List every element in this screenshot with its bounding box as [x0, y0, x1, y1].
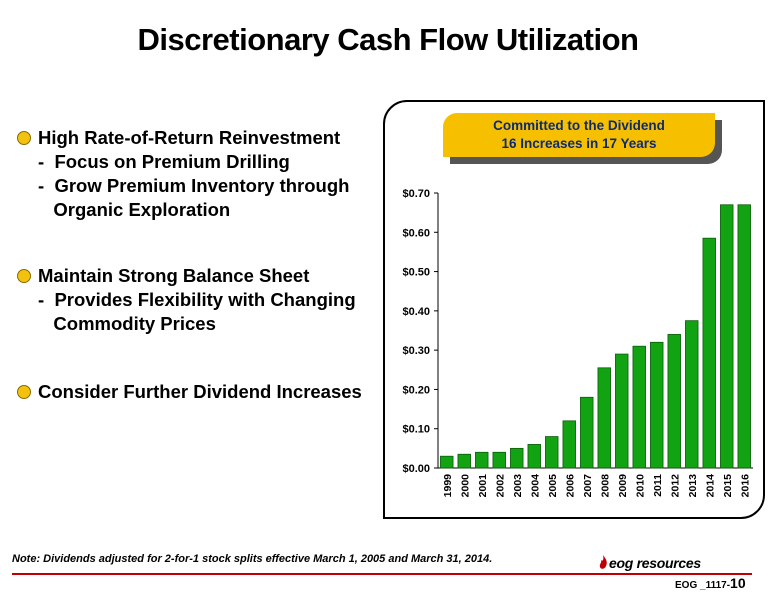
- y-tick-label: $0.60: [402, 227, 430, 239]
- y-tick-label: $0.70: [402, 188, 430, 200]
- x-tick-label: 2007: [582, 474, 594, 498]
- dividend-callout: Committed to the Dividend 16 Increases i…: [443, 113, 715, 157]
- x-tick-label: 2011: [652, 474, 664, 497]
- bullet-subitem: - Grow Premium Inventory through: [38, 175, 350, 196]
- bullet-group-dividend: Consider Further Dividend Increases: [17, 380, 382, 404]
- bullet-dot-icon: [17, 269, 31, 283]
- bullet-group-balance-sheet: Maintain Strong Balance Sheet - Provides…: [17, 264, 382, 336]
- y-tick-label: $0.30: [402, 345, 430, 357]
- bar: [440, 455, 454, 469]
- bullet-subitem: Organic Exploration: [38, 199, 231, 220]
- logo-text: eog resources: [609, 555, 701, 571]
- bar: [457, 453, 471, 469]
- x-tick-label: 2005: [547, 474, 559, 498]
- bar: [720, 204, 734, 469]
- x-tick-label: 2008: [599, 474, 611, 498]
- x-tick-label: 2015: [722, 474, 734, 498]
- y-tick-label: $0.00: [402, 463, 430, 475]
- bar: [545, 436, 559, 469]
- bar: [492, 451, 506, 469]
- callout-line-1: Committed to the Dividend: [493, 118, 665, 133]
- x-tick-label: 2014: [704, 474, 716, 498]
- bullet-group-reinvestment: High Rate-of-Return Reinvestment - Focus…: [17, 126, 382, 222]
- bar: [632, 345, 646, 469]
- flame-logo-icon: [599, 555, 607, 569]
- y-tick-label: $0.20: [402, 384, 430, 396]
- bullet-dot-icon: [17, 385, 31, 399]
- y-tick-label: $0.40: [402, 306, 430, 318]
- slide-id-number: 10: [730, 575, 746, 591]
- bullet-subitem: - Focus on Premium Drilling: [38, 151, 290, 172]
- x-tick-label: 1999: [442, 474, 454, 498]
- bar: [685, 320, 699, 469]
- bar: [580, 396, 594, 469]
- slide-id-prefix: EOG _1117-: [675, 580, 731, 591]
- footer-rule: [12, 573, 752, 575]
- footnote: Note: Dividends adjusted for 2-for-1 sto…: [12, 553, 493, 565]
- slide-number: EOG _1117-10: [675, 575, 746, 591]
- x-tick-label: 2001: [477, 474, 489, 498]
- y-tick-label: $0.50: [402, 267, 430, 279]
- x-tick-label: 2010: [634, 474, 646, 498]
- page-title: Discretionary Cash Flow Utilization: [137, 22, 639, 57]
- x-tick-label: 2009: [617, 474, 629, 498]
- bullet-heading: Maintain Strong Balance Sheet: [38, 265, 310, 286]
- x-tick-label: 2016: [739, 474, 751, 498]
- company-logo: eog resources: [598, 555, 701, 571]
- bar: [475, 451, 489, 469]
- x-tick-label: 2013: [687, 474, 699, 498]
- y-tick-label: $0.10: [402, 424, 430, 436]
- bar: [737, 204, 751, 469]
- x-tick-label: 2000: [459, 474, 471, 498]
- bar: [650, 341, 664, 469]
- bullet-heading: High Rate-of-Return Reinvestment: [38, 127, 341, 148]
- x-tick-label: 2003: [512, 474, 524, 498]
- bar: [527, 444, 541, 469]
- bar: [510, 447, 524, 469]
- x-tick-label: 2004: [529, 474, 541, 498]
- bar: [615, 353, 629, 469]
- bullet-heading: Consider Further Dividend Increases: [38, 381, 362, 402]
- x-tick-label: 2002: [494, 474, 506, 498]
- bar: [562, 420, 576, 469]
- callout-line-2: 16 Increases in 17 Years: [501, 136, 657, 151]
- bar: [702, 237, 716, 469]
- bullet-dot-icon: [17, 131, 31, 145]
- bullet-subitem: - Provides Flexibility with Changing: [38, 289, 356, 310]
- bar: [667, 334, 681, 469]
- bar: [597, 367, 611, 469]
- x-tick-label: 2012: [669, 474, 681, 498]
- bullet-subitem: Commodity Prices: [38, 313, 216, 334]
- x-tick-label: 2006: [564, 474, 576, 498]
- dividend-bar-chart: $0.00 $0.10 $0.20 $0.30 $0.40 $0.50 $0.60 $0.70…: [402, 188, 753, 498]
